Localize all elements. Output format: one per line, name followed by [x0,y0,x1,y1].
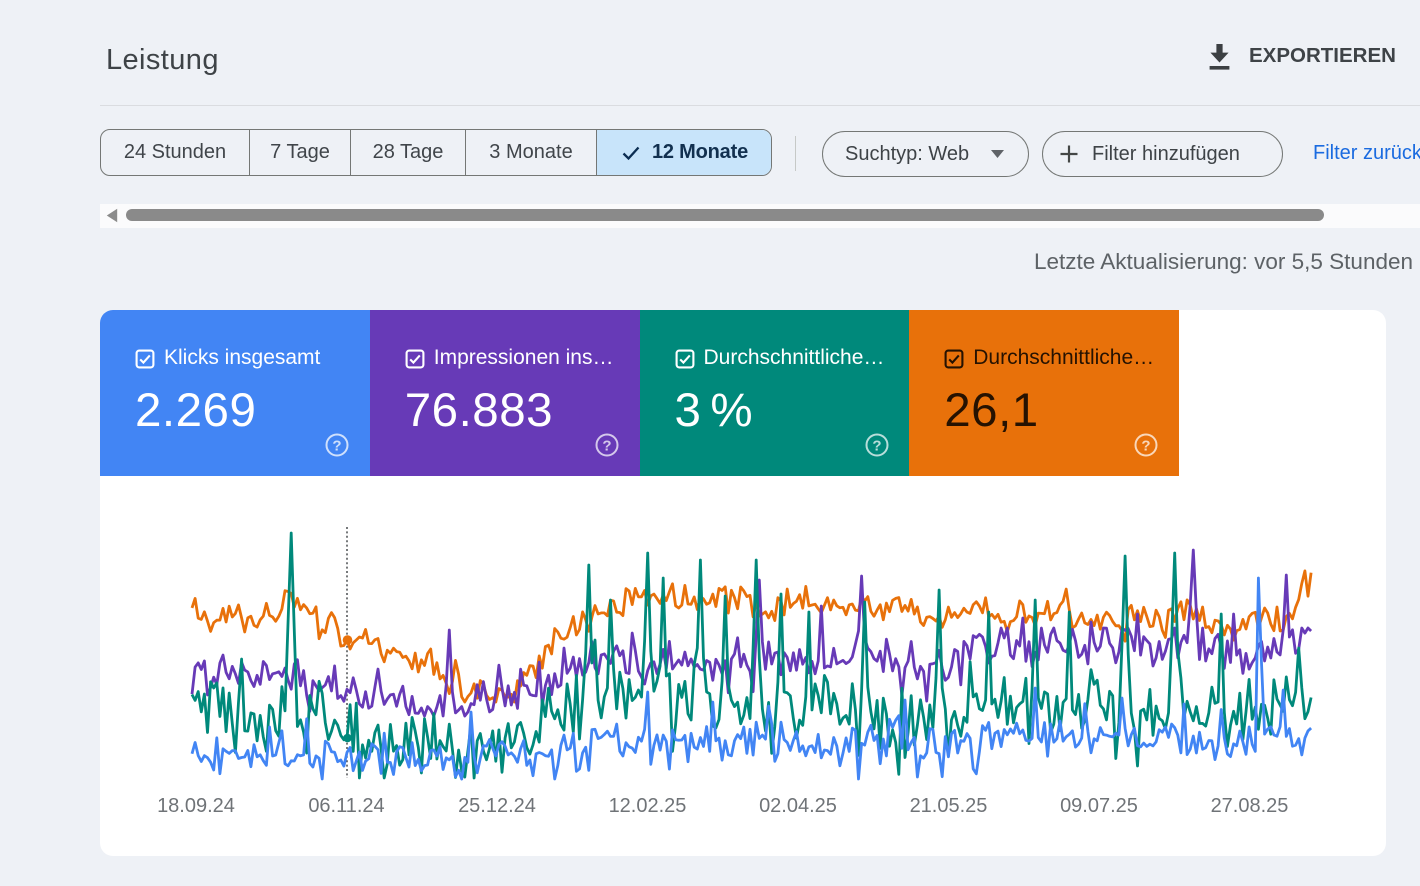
svg-text:?: ? [1142,437,1151,454]
svg-text:02.04.25: 02.04.25 [759,795,837,817]
svg-text:?: ? [872,437,881,454]
svg-text:27.08.25: 27.08.25 [1211,795,1289,817]
svg-text:06.11.24: 06.11.24 [308,795,384,817]
svg-text:?: ? [332,437,341,454]
svg-text:09.07.25: 09.07.25 [1060,795,1138,817]
svg-text:18.09.24: 18.09.24 [157,795,235,817]
svg-text:21.05.25: 21.05.25 [910,795,988,817]
svg-text:12.02.25: 12.02.25 [609,795,687,817]
svg-text:?: ? [602,437,611,454]
svg-text:25.12.24: 25.12.24 [458,795,536,817]
